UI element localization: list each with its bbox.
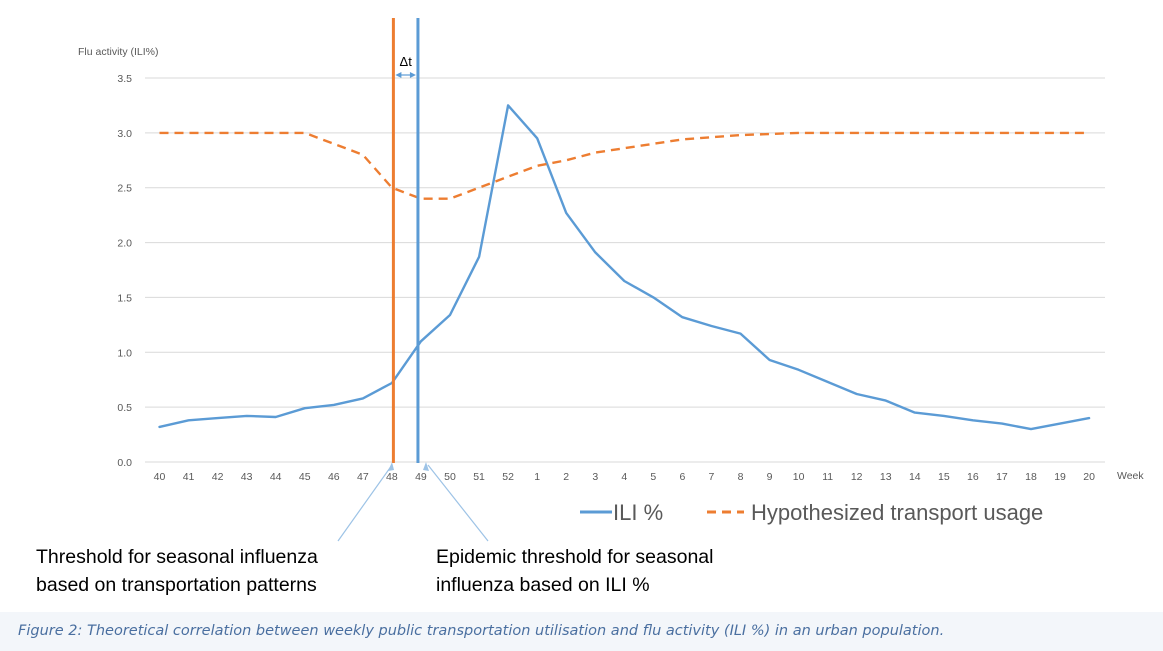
x-tick-label: 1 xyxy=(534,471,540,483)
delta-arrow-head-left xyxy=(395,72,402,78)
x-tick-label: 40 xyxy=(154,471,166,483)
series-line-ili xyxy=(158,104,1091,431)
x-tick-label: 44 xyxy=(270,471,282,483)
y-tick-label: 3.5 xyxy=(117,73,132,85)
y-tick-label: 3.0 xyxy=(117,128,132,140)
series-group xyxy=(158,104,1091,431)
x-tick-label: 13 xyxy=(880,471,892,483)
y-tick-labels: 0.0 0.5 1.0 1.5 2.0 2.5 3.0 3.5 xyxy=(117,73,132,469)
y-axis-label: Flu activity (ILI%) xyxy=(78,46,159,58)
x-tick-label: 12 xyxy=(851,471,863,483)
x-tick-label: 10 xyxy=(793,471,805,483)
x-tick-label: 43 xyxy=(241,471,253,483)
x-tick-label: 42 xyxy=(212,471,224,483)
x-tick-label: 2 xyxy=(563,471,569,483)
x-tick-label: 9 xyxy=(767,471,773,483)
gridlines xyxy=(145,77,1105,463)
x-tick-label: 7 xyxy=(709,471,715,483)
y-tick-label: 1.0 xyxy=(117,347,132,359)
annotation-callouts: Threshold for seasonal influenza based o… xyxy=(36,462,714,596)
x-tick-label: 41 xyxy=(183,471,195,483)
x-tick-label: 50 xyxy=(444,471,456,483)
x-tick-label: 4 xyxy=(621,471,627,483)
right-annotation-line2: influenza based on ILI % xyxy=(436,574,650,596)
legend-label-transport: Hypothesized transport usage xyxy=(751,500,1043,525)
x-tick-label: 14 xyxy=(909,471,921,483)
x-tick-label: 47 xyxy=(357,471,369,483)
y-tick-label: 0.5 xyxy=(117,402,132,414)
arrow-left-callout xyxy=(337,464,393,542)
x-tick-label: 6 xyxy=(679,471,685,483)
x-tick-label: 5 xyxy=(650,471,656,483)
delta-arrow-head-right xyxy=(409,72,416,78)
x-tick-label: 46 xyxy=(328,471,340,483)
flu-chart: 0.00.51.01.52.02.53.03.5 40 41 42 43 44 45 46 4… xyxy=(36,18,1144,596)
arrow-left-head xyxy=(388,462,394,471)
y-tick-label: 2.5 xyxy=(117,183,132,195)
x-axis-label: Week xyxy=(1117,470,1144,482)
x-tick-label: 15 xyxy=(938,471,950,483)
delta-t-label: Δt xyxy=(400,54,413,69)
x-tick-label: 45 xyxy=(299,471,311,483)
arrow-right-callout xyxy=(427,464,489,542)
x-tick-label: 3 xyxy=(592,471,598,483)
x-tick-label: 16 xyxy=(967,471,979,483)
left-annotation-line1: Threshold for seasonal influenza xyxy=(36,546,318,568)
arrow-right-head xyxy=(423,462,429,471)
y-tick-label: 1.5 xyxy=(117,292,132,304)
x-tick-label: 11 xyxy=(822,471,833,483)
x-tick-label: 51 xyxy=(473,471,485,483)
threshold-markers: Δt xyxy=(391,18,420,463)
x-tick-label: 19 xyxy=(1054,471,1066,483)
figure-caption: Figure 2: Theoretical correlation betwee… xyxy=(18,623,945,639)
left-annotation-line2: based on transportation patterns xyxy=(36,574,317,596)
legend: ILI % Hypothesized transport usage xyxy=(580,500,1043,525)
x-tick-label: 17 xyxy=(996,471,1008,483)
right-annotation-line1: Epidemic threshold for seasonal xyxy=(436,546,714,568)
x-tick-label: 18 xyxy=(1025,471,1037,483)
y-tick-label: 0.0 xyxy=(117,457,132,469)
x-tick-labels: 40 41 42 43 44 45 46 47 48 49 50 51 52 1 2 3 4 5 6 7 8 9 10 11 1… xyxy=(154,471,1095,483)
y-tick-label: 2.0 xyxy=(117,238,132,250)
legend-label-ili: ILI % xyxy=(613,500,663,525)
x-tick-label: 20 xyxy=(1083,471,1095,483)
series-line-transport xyxy=(159,131,1090,200)
x-tick-label: 48 xyxy=(386,471,398,483)
x-tick-label: 49 xyxy=(415,471,427,483)
x-tick-label: 52 xyxy=(502,471,514,483)
caption-bar: Figure 2: Theoretical correlation betwee… xyxy=(0,612,1163,651)
x-tick-label: 8 xyxy=(738,471,744,483)
